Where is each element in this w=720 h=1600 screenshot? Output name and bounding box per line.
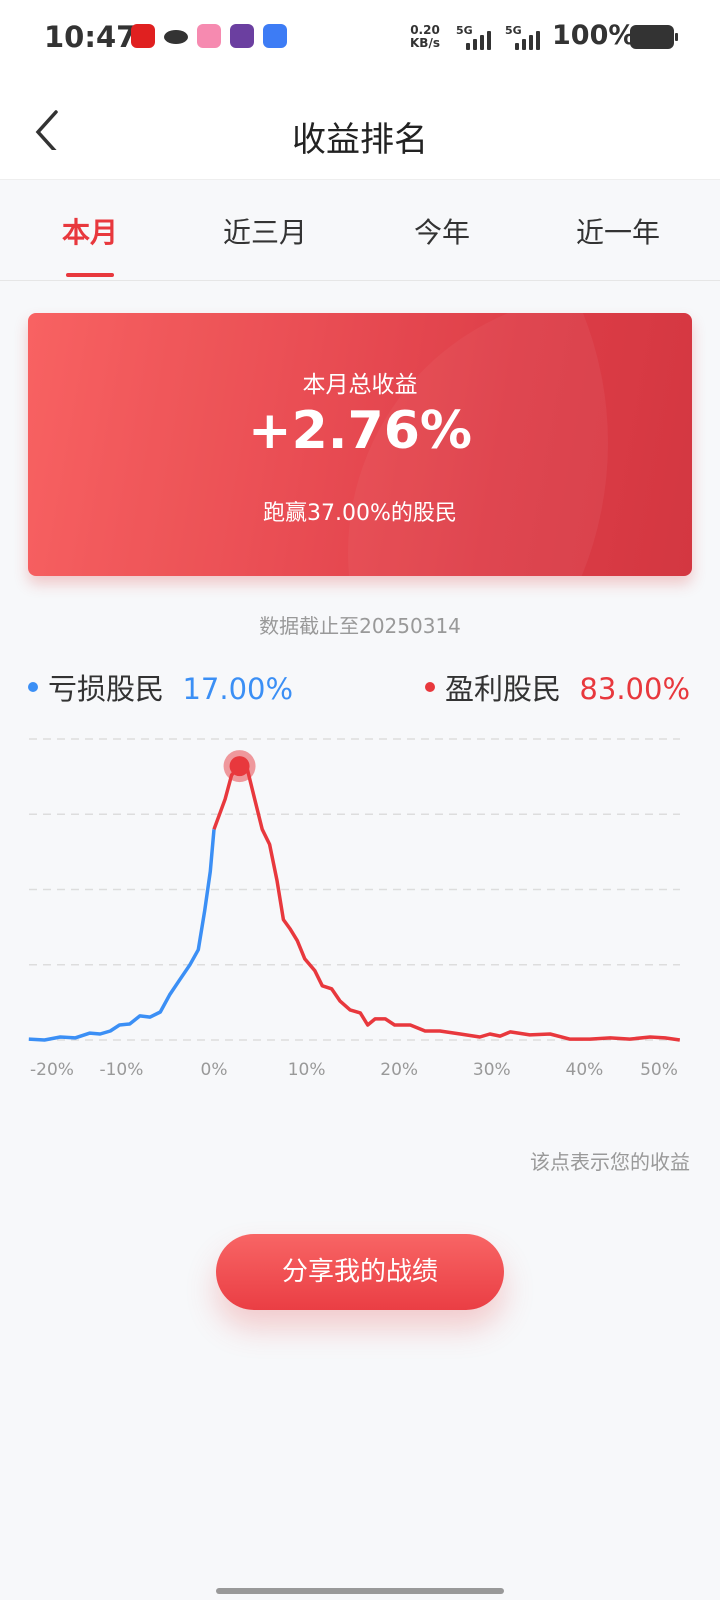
- profit-label: 盈利股民: [444, 672, 561, 706]
- x-tick-label: 10%: [288, 1060, 326, 1080]
- tab-this-year[interactable]: 今年: [413, 216, 470, 249]
- summary-label: 本月总收益: [302, 372, 418, 398]
- signal-icon: [466, 30, 491, 50]
- status-bar: 10:47 0.20 KB/s 5G 5G 100%: [0, 0, 720, 80]
- profit-dot-icon: [424, 682, 435, 692]
- loss-label: 亏损股民: [48, 672, 165, 706]
- profit-series-line: [212, 764, 681, 1042]
- profit-value: 83.00%: [579, 672, 690, 706]
- x-tick-label: -10%: [99, 1060, 143, 1080]
- bird-app-icon: [164, 30, 188, 44]
- sim1-label: 5G: [456, 24, 473, 37]
- back-arrow-icon[interactable]: [32, 110, 72, 150]
- period-tabs: 本月 近三月 今年 近一年: [0, 181, 720, 281]
- loss-series-line: [28, 829, 216, 1042]
- bag-app-icon: [263, 24, 287, 48]
- battery-percent: 100%: [552, 20, 636, 51]
- active-tab-indicator: [66, 273, 114, 277]
- bilibili-app-icon: [197, 24, 221, 48]
- clock: 10:47: [44, 20, 137, 54]
- loss-dot-icon: [28, 682, 38, 692]
- tab-three-months[interactable]: 近三月: [222, 216, 307, 249]
- net-speed-value: 0.20: [410, 23, 440, 37]
- point-note: 该点表示您的收益: [530, 1150, 690, 1174]
- user-return-point: [229, 756, 250, 777]
- x-tick-label: 0%: [201, 1060, 228, 1080]
- header: 收益排名: [0, 80, 720, 180]
- summary-card: 本月总收益 +2.76% 跑赢37.00%的股民: [28, 313, 692, 576]
- x-tick-label: 50%: [640, 1060, 678, 1080]
- share-button[interactable]: 分享我的战绩: [216, 1234, 504, 1310]
- x-tick-label: 30%: [473, 1060, 511, 1080]
- beat-percent-text: 跑赢37.00%的股民: [263, 501, 457, 526]
- return-distribution-chart: -20% -10% 0% 10% 20% 30% 40% 50%: [28, 738, 681, 1080]
- summary-return: +2.76%: [248, 401, 472, 461]
- signal-icon: [515, 30, 540, 50]
- x-tick-label: 40%: [566, 1060, 604, 1080]
- legend-loss: 亏损股民 17.00%: [28, 666, 293, 708]
- data-as-of: 数据截止至20250314: [259, 614, 461, 638]
- battery-icon: [630, 25, 678, 49]
- page-title: 收益排名: [292, 120, 428, 160]
- x-tick-label: -20%: [30, 1060, 74, 1080]
- home-indicator[interactable]: [216, 1588, 504, 1594]
- net-speed-unit: KB/s: [410, 36, 440, 50]
- sim2-label: 5G: [505, 24, 522, 37]
- x-tick-label: 20%: [380, 1060, 418, 1080]
- tab-this-month[interactable]: 本月: [61, 216, 118, 249]
- loss-value: 17.00%: [182, 672, 294, 706]
- network-speed: 0.20 KB/s: [410, 24, 440, 50]
- kfc-app-icon: [131, 24, 155, 48]
- legend-profit: 盈利股民 83.00%: [424, 666, 690, 708]
- pi-app-icon: [230, 24, 254, 48]
- tab-past-year[interactable]: 近一年: [575, 216, 660, 249]
